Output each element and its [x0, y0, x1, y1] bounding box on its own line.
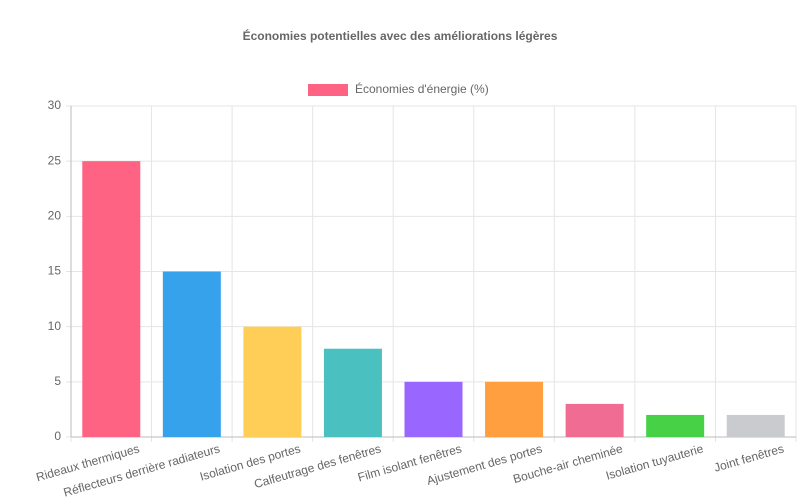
- bar: [82, 161, 141, 437]
- legend-swatch: [308, 84, 348, 96]
- bar: [646, 414, 705, 437]
- y-tick-label: 20: [48, 209, 62, 223]
- bar: [323, 348, 382, 437]
- y-tick-label: 0: [54, 429, 61, 443]
- y-tick-label: 30: [48, 98, 62, 112]
- bar: [243, 326, 302, 437]
- bar: [404, 381, 463, 437]
- bar: [726, 414, 785, 437]
- x-tick-label: Joint fenêtres: [712, 441, 785, 474]
- legend-label: Économies d'énergie (%): [355, 81, 489, 96]
- chart-title: Économies potentielles avec des améliora…: [243, 28, 558, 43]
- bar: [565, 403, 624, 437]
- y-tick-label: 25: [48, 153, 62, 167]
- y-tick-label: 15: [48, 264, 62, 278]
- y-tick-label: 10: [48, 319, 62, 333]
- bar: [485, 381, 544, 437]
- y-tick-label: 5: [54, 374, 61, 388]
- bar: [162, 271, 221, 437]
